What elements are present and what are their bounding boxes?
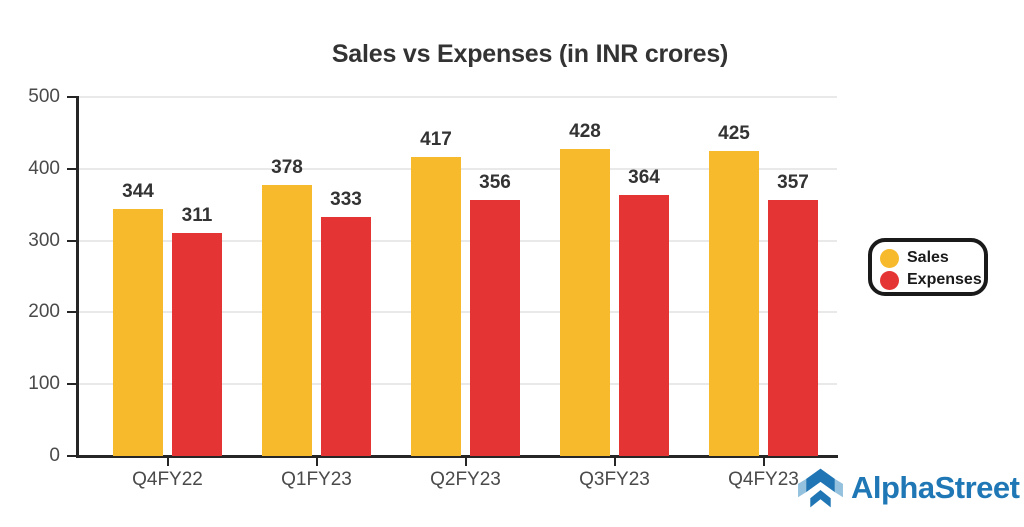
x-tick-label-q2fy23: Q2FY23 [430, 469, 501, 490]
x-tick-label-q4fy22: Q4FY22 [132, 469, 203, 490]
value-label-sales-q4fy23: 425 [718, 122, 750, 144]
y-tick-label-200: 200 [28, 301, 60, 323]
chart-title: Sales vs Expenses (in INR crores) [331, 40, 729, 68]
value-label-expenses-q1fy23: 333 [330, 188, 362, 210]
bar-expenses-q4fy22 [172, 232, 222, 456]
legend-item-expenses: Expenses [880, 269, 984, 291]
sales-swatch-icon [880, 248, 899, 268]
y-tick-100 [67, 383, 77, 386]
legend: Sales Expenses [868, 238, 988, 296]
x-tick-q2fy23 [464, 458, 467, 466]
bar-sales-q4fy23 [709, 150, 759, 456]
y-tick-label-500: 500 [28, 86, 60, 107]
value-label-expenses-q4fy23: 357 [777, 171, 809, 193]
x-tick-q4fy23 [762, 458, 765, 466]
y-tick-500 [67, 96, 77, 98]
x-tick-q1fy23 [315, 458, 318, 466]
alphastreet-logo: AlphaStreet [796, 462, 1020, 514]
value-label-sales-q3fy23: 428 [569, 120, 601, 142]
alphastreet-logo-icon [798, 468, 843, 508]
bar-expenses-q2fy23 [470, 200, 520, 456]
value-label-expenses-q3fy23: 364 [628, 166, 660, 188]
y-tick-label-0: 0 [49, 445, 60, 466]
x-axis-line [76, 455, 838, 458]
y-tick-label-300: 300 [28, 229, 60, 251]
plot-area: 0 100 200 300 400 500 Q4FY22 344 311 Q1FY23 378 333… [28, 86, 838, 490]
gridline-500 [79, 96, 837, 98]
bar-expenses-q3fy23 [619, 194, 669, 456]
x-tick-q3fy23 [613, 458, 616, 466]
expenses-swatch-icon [880, 270, 899, 290]
value-label-sales-q2fy23: 417 [420, 128, 452, 150]
y-tick-0 [67, 455, 77, 457]
bar-expenses-q1fy23 [321, 216, 371, 456]
y-tick-200 [67, 311, 77, 314]
value-label-expenses-q2fy23: 356 [479, 172, 511, 194]
y-tick-400 [67, 167, 77, 170]
y-tick-label-400: 400 [28, 157, 60, 179]
value-label-sales-q4fy22: 344 [122, 181, 154, 202]
y-tick-label-100: 100 [28, 373, 60, 395]
legend-label-sales: Sales [907, 249, 949, 266]
bar-expenses-q4fy23 [768, 199, 818, 456]
y-tick-300 [67, 239, 77, 242]
bar-sales-q1fy23 [262, 184, 312, 456]
legend-label-expenses: Expenses [907, 271, 982, 288]
y-axis-line [76, 96, 79, 458]
value-label-sales-q1fy23: 378 [271, 156, 303, 178]
x-tick-label-q4fy23: Q4FY23 [728, 469, 799, 490]
bar-sales-q2fy23 [411, 156, 461, 456]
x-tick-q4fy22 [166, 458, 169, 466]
bar-sales-q3fy23 [560, 148, 610, 456]
legend-item-sales: Sales [880, 247, 984, 269]
x-tick-label-q3fy23: Q3FY23 [579, 469, 650, 490]
x-tick-label-q1fy23: Q1FY23 [281, 469, 352, 490]
alphastreet-logo-text: AlphaStreet [851, 470, 1020, 505]
value-label-expenses-q4fy22: 311 [181, 204, 213, 226]
bar-sales-q4fy22 [113, 209, 163, 456]
